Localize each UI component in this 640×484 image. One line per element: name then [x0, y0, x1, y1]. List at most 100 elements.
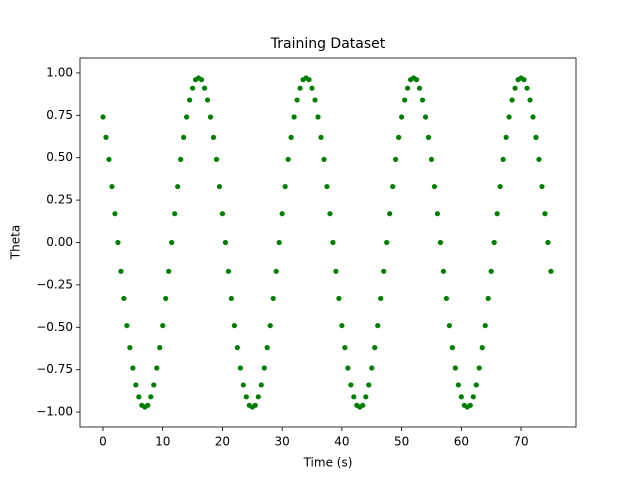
data-point [390, 183, 396, 190]
data-point [396, 134, 402, 140]
data-point [527, 97, 533, 103]
data-point [339, 322, 345, 329]
data-point [419, 97, 426, 103]
data-point [172, 211, 178, 217]
data-point [360, 402, 366, 408]
data-point [288, 134, 294, 140]
data-point [434, 211, 441, 217]
y-tick-label: 0.25 [46, 193, 73, 207]
chart-title: Training Dataset [270, 36, 386, 52]
data-point [237, 365, 243, 371]
data-point [372, 345, 378, 351]
data-point [482, 322, 488, 329]
data-point [315, 114, 321, 120]
data-point [166, 268, 172, 274]
data-point [378, 295, 384, 302]
data-point [500, 156, 506, 163]
data-point [279, 211, 285, 217]
data-point [318, 134, 324, 140]
data-point [121, 295, 127, 302]
data-point [452, 365, 458, 371]
data-point [282, 183, 288, 190]
data-point [366, 382, 372, 388]
x-tick-label: 0 [99, 435, 107, 449]
data-point [219, 211, 226, 217]
data-point [470, 394, 476, 400]
data-point [521, 77, 527, 83]
data-point [130, 365, 136, 371]
data-point [222, 239, 229, 246]
data-point [479, 345, 485, 351]
x-tick-label: 10 [155, 435, 170, 449]
data-point [393, 156, 399, 163]
data-point [103, 134, 109, 140]
data-point [336, 295, 342, 302]
data-point [133, 382, 139, 388]
data-point [148, 394, 154, 400]
data-point [261, 365, 267, 371]
data-point [267, 322, 273, 329]
data-point [399, 114, 405, 120]
data-point [548, 268, 554, 274]
data-point [124, 322, 130, 329]
data-point [449, 345, 455, 351]
data-point [485, 295, 491, 302]
data-point [285, 156, 291, 163]
data-point [151, 382, 157, 388]
data-point [431, 183, 438, 190]
data-point [234, 345, 240, 351]
x-tick-label: 70 [513, 435, 528, 449]
data-point [539, 183, 545, 190]
data-point [363, 394, 369, 400]
data-point [312, 97, 318, 103]
data-point [109, 183, 115, 190]
data-point [401, 97, 408, 103]
y-tick-label: −0.75 [36, 362, 73, 376]
y-tick-label: 1.00 [46, 65, 73, 79]
data-point [216, 183, 223, 190]
data-point [351, 394, 357, 400]
data-point [384, 239, 390, 246]
data-point [189, 85, 196, 91]
data-point [106, 156, 112, 163]
data-point [381, 268, 387, 274]
data-point [136, 394, 142, 400]
data-point [345, 365, 351, 371]
data-point [264, 345, 270, 351]
data-point [467, 402, 473, 408]
data-point [375, 322, 381, 329]
data-point [100, 114, 106, 120]
data-point [240, 382, 246, 388]
data-point [509, 97, 515, 103]
data-point [273, 268, 279, 274]
data-point [252, 402, 258, 408]
data-point [536, 156, 542, 163]
data-point [387, 211, 393, 217]
data-point [186, 97, 193, 103]
y-tick-label: 0.75 [46, 108, 73, 122]
data-point [198, 77, 205, 83]
data-point [330, 239, 336, 246]
data-point [297, 85, 303, 91]
data-point [506, 114, 512, 120]
data-point [455, 382, 461, 388]
data-point [225, 268, 232, 274]
data-point [530, 114, 536, 120]
data-point [369, 365, 375, 371]
data-point [503, 134, 509, 140]
data-point [255, 394, 261, 400]
data-point [524, 85, 530, 91]
data-point [497, 183, 503, 190]
data-point [163, 295, 169, 302]
x-tick-label: 30 [275, 435, 290, 449]
data-point [545, 239, 551, 246]
y-tick-label: 0.00 [46, 235, 73, 249]
data-point [542, 211, 548, 217]
data-point [145, 402, 151, 408]
data-point [181, 134, 187, 140]
data-point [413, 77, 420, 83]
data-point [184, 114, 190, 120]
x-tick-label: 40 [334, 435, 349, 449]
data-point [127, 345, 133, 351]
